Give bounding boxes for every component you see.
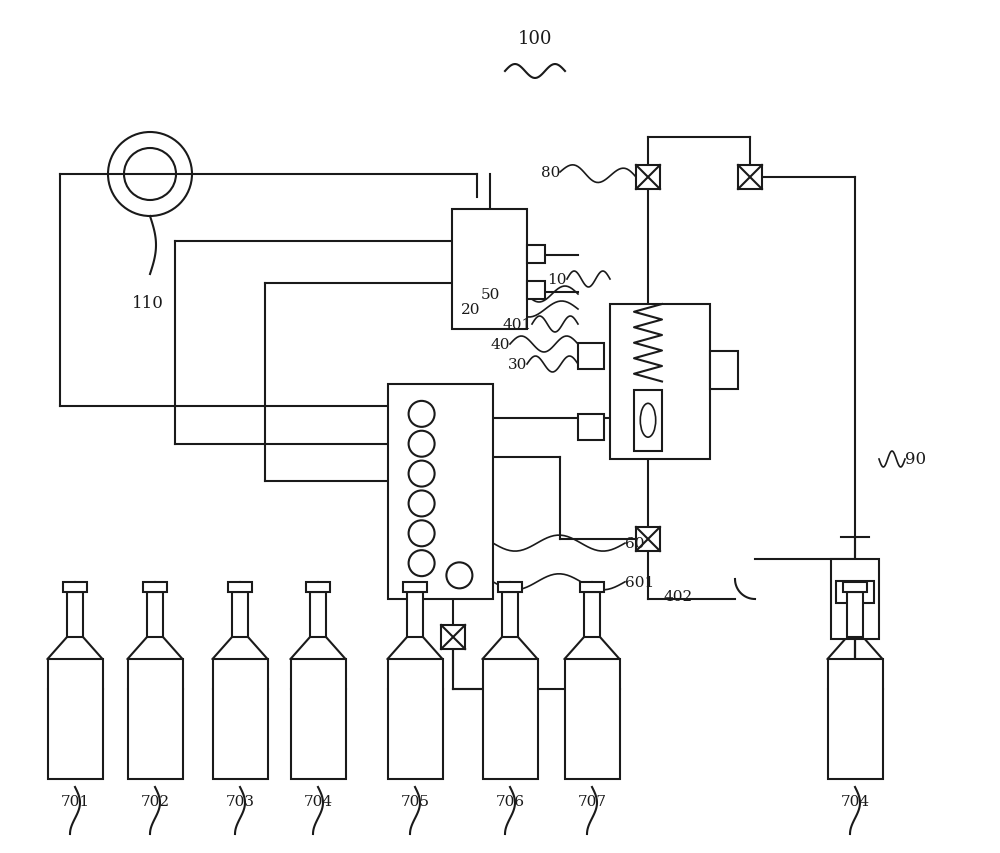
Bar <box>634 390 662 451</box>
Bar <box>498 583 522 592</box>
Bar <box>636 527 660 551</box>
Bar <box>306 583 330 592</box>
Bar <box>483 659 538 779</box>
Text: 703: 703 <box>226 794 255 808</box>
Bar <box>527 246 545 264</box>
Bar <box>63 583 87 592</box>
Bar <box>578 344 604 369</box>
Text: 706: 706 <box>495 794 525 808</box>
Bar <box>502 592 518 637</box>
Bar <box>48 659 103 779</box>
Bar <box>128 659 183 779</box>
Text: 701: 701 <box>60 794 90 808</box>
Bar <box>564 659 620 779</box>
Bar <box>441 625 465 649</box>
Bar <box>147 592 163 637</box>
Bar <box>527 281 545 299</box>
Text: 705: 705 <box>401 794 430 808</box>
Text: 40: 40 <box>491 338 510 351</box>
Text: 90: 90 <box>905 451 926 468</box>
Text: 80: 80 <box>541 165 560 180</box>
Bar <box>636 165 660 189</box>
Bar <box>710 351 738 390</box>
Bar <box>580 583 604 592</box>
Bar <box>228 583 252 592</box>
Text: 100: 100 <box>518 30 552 48</box>
Text: 601: 601 <box>625 575 654 589</box>
Text: 704: 704 <box>840 794 870 808</box>
Bar <box>831 560 879 639</box>
Bar <box>403 583 427 592</box>
Bar <box>291 659 346 779</box>
Bar <box>388 385 493 600</box>
Text: 10: 10 <box>548 273 567 287</box>
Bar <box>213 659 268 779</box>
Text: 60: 60 <box>625 537 644 550</box>
Text: 707: 707 <box>578 794 606 808</box>
Bar <box>584 592 600 637</box>
Text: 401: 401 <box>503 317 532 332</box>
Bar <box>847 592 863 637</box>
Bar <box>407 592 423 637</box>
Text: 50: 50 <box>481 287 500 302</box>
Bar <box>738 165 762 189</box>
Bar <box>452 210 527 329</box>
Bar <box>388 659 443 779</box>
Bar <box>836 581 874 603</box>
Text: 110: 110 <box>132 294 164 311</box>
Text: 402: 402 <box>663 589 692 603</box>
Bar <box>578 415 604 441</box>
Bar <box>67 592 83 637</box>
Text: 702: 702 <box>140 794 170 808</box>
Bar <box>843 583 867 592</box>
Bar <box>310 592 326 637</box>
Text: 704: 704 <box>303 794 333 808</box>
Bar <box>828 659 883 779</box>
Bar <box>610 305 710 460</box>
Text: 20: 20 <box>461 303 480 316</box>
Ellipse shape <box>640 403 656 438</box>
Bar <box>232 592 248 637</box>
Text: 30: 30 <box>508 357 527 372</box>
Bar <box>143 583 167 592</box>
